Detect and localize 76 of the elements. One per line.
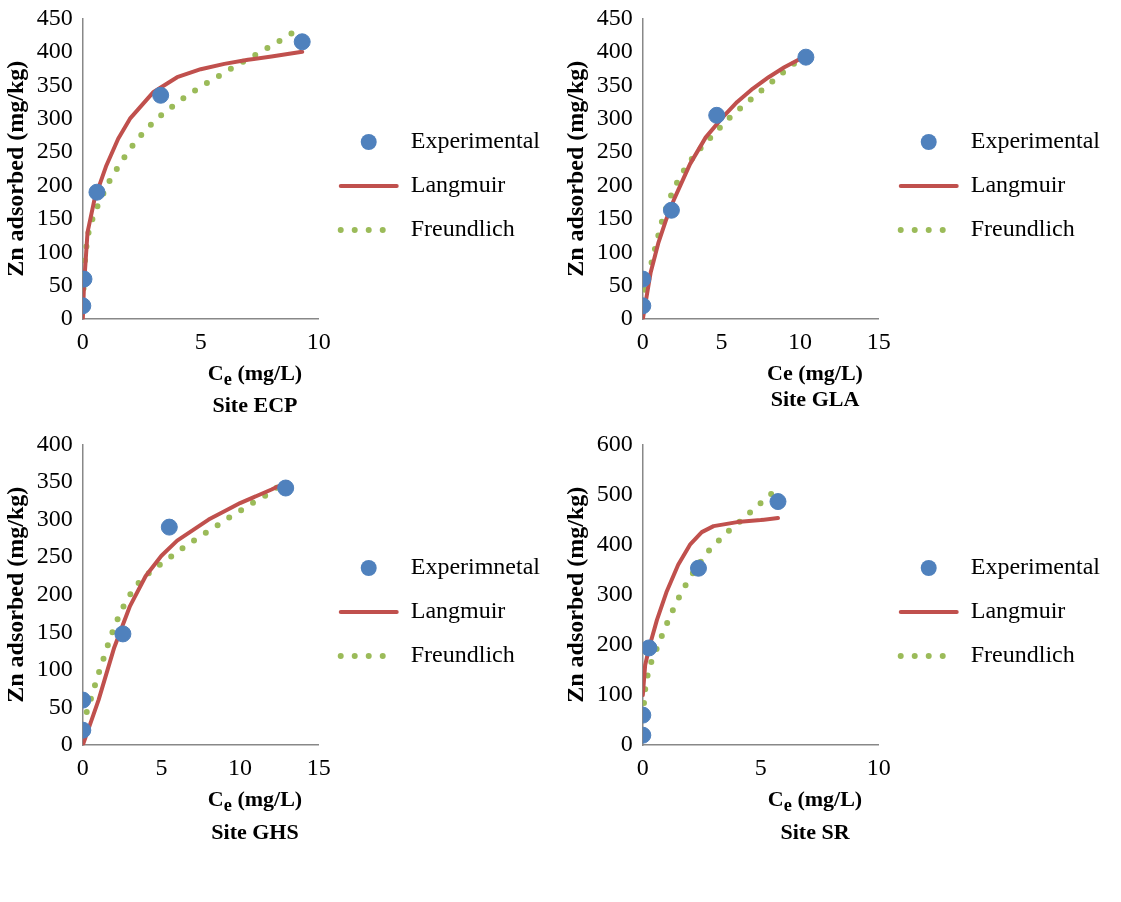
y-tick-label: 450 <box>36 3 73 30</box>
y-tick-label: 300 <box>36 103 73 130</box>
y-tick-label: 200 <box>36 170 73 197</box>
y-tick-label: 450 <box>596 3 633 30</box>
x-tick-label: 10 <box>306 327 331 354</box>
x-tick-label: 10 <box>866 754 891 781</box>
y-tick-label: 100 <box>36 237 73 264</box>
text: Site SR <box>779 818 851 845</box>
legend-label: Langmuir <box>970 171 1066 198</box>
x-tick-label: 10 <box>788 327 813 354</box>
y-tick-label: 0 <box>60 730 73 757</box>
y-tick-label: 500 <box>596 480 633 507</box>
point <box>797 48 815 66</box>
text: Site GLA <box>769 386 861 412</box>
legend-label: Experimental <box>970 553 1101 580</box>
y-tick-label: 0 <box>60 304 73 331</box>
y-tick-label: 400 <box>36 37 73 64</box>
point <box>708 106 726 124</box>
legend-label: Freundlich <box>970 215 1075 242</box>
y-tick-label: 250 <box>36 137 73 164</box>
text: Site ECP <box>211 392 299 419</box>
x-tick-label: 15 <box>306 754 331 781</box>
point <box>277 479 295 497</box>
y-tick-label: 100 <box>596 237 633 264</box>
y-tick-label: 350 <box>36 70 73 97</box>
y-tick-label: 50 <box>608 271 633 298</box>
point <box>152 86 170 104</box>
x-tick-label: 10 <box>228 754 253 781</box>
point <box>769 493 787 511</box>
legend-label: Experimental <box>970 127 1101 154</box>
y-tick-label: 300 <box>36 505 73 532</box>
y-tick-label: 400 <box>596 37 633 64</box>
y-axis-title: Zn adsorbed (mg/kg) <box>561 60 588 277</box>
y-tick-label: 200 <box>36 580 73 607</box>
y-tick-label: 50 <box>48 271 73 298</box>
y-tick-label: 100 <box>36 655 73 682</box>
x-axis-title: C$_{e}$ (mg/L) <box>206 360 304 392</box>
x-axis-title: Ce (mg/L) <box>766 360 864 386</box>
legend-label: Experimental <box>410 127 541 154</box>
legend-label: Freundlich <box>410 641 515 668</box>
y-tick-label: 150 <box>596 204 633 231</box>
y-tick-label: 400 <box>36 430 73 457</box>
legend-label: Langmuir <box>410 597 506 624</box>
y-tick-label: 250 <box>36 542 73 569</box>
y-tick-label: 0 <box>620 730 633 757</box>
y-axis-title: Zn adsorbed (mg/kg) <box>1 60 28 277</box>
legend-label: Langmuir <box>410 171 506 198</box>
y-tick-label: 150 <box>36 204 73 231</box>
y-tick-label: 250 <box>596 137 633 164</box>
point <box>293 33 311 51</box>
x-tick-label: 15 <box>866 327 891 354</box>
x-tick-label: 5 <box>754 754 767 781</box>
y-tick-label: 100 <box>596 680 633 707</box>
y-tick-label: 350 <box>36 467 73 494</box>
legend-label: Freundlich <box>410 215 515 242</box>
y-tick-label: 600 <box>596 430 633 457</box>
y-axis-title: Zn adsorbed (mg/kg) <box>1 487 28 704</box>
y-tick-label: 300 <box>596 580 633 607</box>
y-tick-label: 200 <box>596 170 633 197</box>
y-tick-label: 350 <box>596 70 633 97</box>
legend-label: Langmuir <box>970 597 1066 624</box>
y-tick-label: 50 <box>48 693 73 720</box>
legend-label: Freundlich <box>970 641 1075 668</box>
y-tick-label: 200 <box>596 630 633 657</box>
x-tick-label: 5 <box>715 327 728 354</box>
x-axis-title: C$_{e}$ (mg/L) <box>766 786 864 818</box>
legend-label: Experimnetal <box>410 553 541 580</box>
y-tick-label: 150 <box>36 618 73 645</box>
y-tick-label: 400 <box>596 530 633 557</box>
text: Site GHS <box>210 818 300 845</box>
x-tick-label: 5 <box>155 754 168 781</box>
x-tick-label: 5 <box>194 327 207 354</box>
x-axis-title: C$_{e}$ (mg/L) <box>206 786 304 818</box>
y-tick-label: 0 <box>620 304 633 331</box>
y-tick-label: 300 <box>596 103 633 130</box>
y-axis-title: Zn adsorbed (mg/kg) <box>561 487 588 704</box>
